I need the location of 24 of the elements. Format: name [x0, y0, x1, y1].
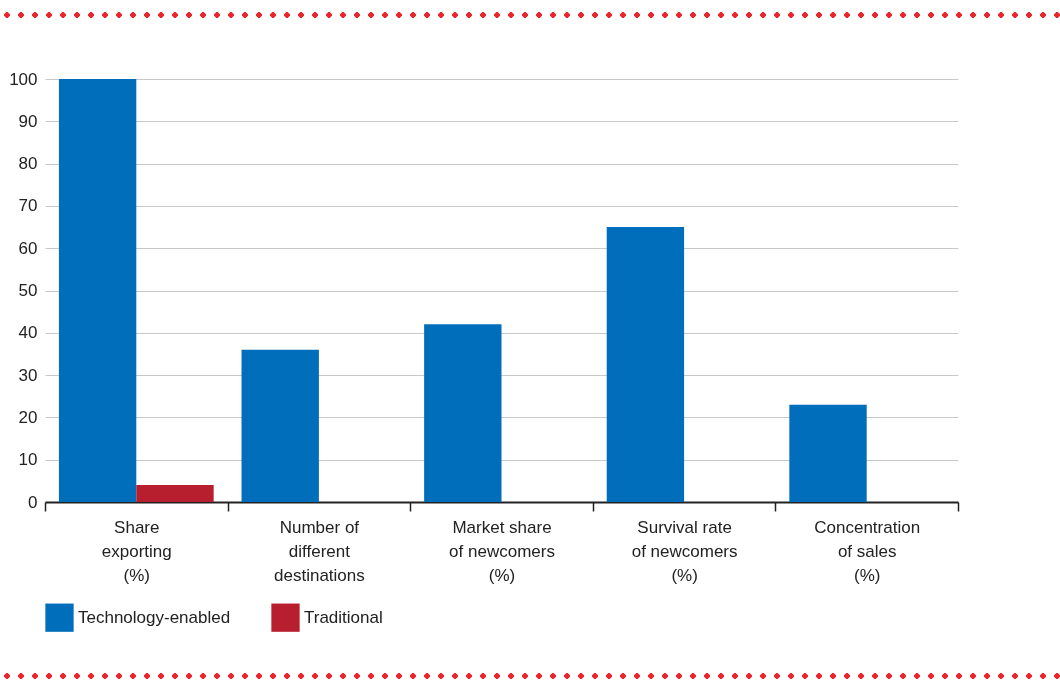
y-tick-label: 90 — [18, 111, 38, 131]
bar — [789, 404, 867, 502]
y-tick-label: 10 — [18, 450, 38, 470]
bar — [241, 349, 319, 502]
legend-label: Traditional — [304, 607, 383, 627]
bar — [424, 324, 502, 502]
y-tick-label: 0 — [28, 492, 38, 512]
y-tick-label: 100 — [9, 69, 38, 89]
x-tick-label: Survival rate of newcomers (%) — [631, 517, 738, 585]
bar — [606, 227, 685, 502]
y-tick-label: 60 — [18, 238, 38, 258]
x-tick-label: Market share of newcomers (%) — [449, 517, 555, 585]
y-tick-label: 50 — [18, 281, 38, 300]
y-tick-label: 80 — [18, 154, 38, 174]
x-tick-label: Share exporting (%) — [101, 517, 172, 585]
bar — [58, 79, 137, 502]
x-tick-label: Number of different destinations — [274, 517, 365, 585]
legend-label: Technology-enabled — [78, 607, 231, 627]
y-tick-label: 30 — [18, 365, 38, 385]
y-tick-label: 20 — [18, 407, 38, 427]
y-tick-label: 70 — [18, 196, 38, 216]
x-tick-label: Concentration of sales (%) — [814, 517, 921, 585]
y-tick-label: 40 — [18, 323, 38, 343]
bar — [136, 485, 214, 502]
